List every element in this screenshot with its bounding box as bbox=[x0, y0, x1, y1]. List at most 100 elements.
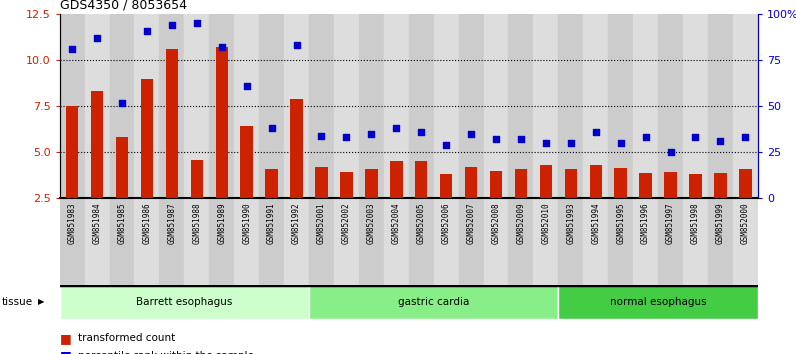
Bar bbox=[590, 165, 602, 198]
Text: GDS4350 / 8053654: GDS4350 / 8053654 bbox=[60, 0, 187, 12]
Text: GSM851989: GSM851989 bbox=[217, 202, 226, 244]
Bar bbox=[408, 14, 434, 198]
Bar bbox=[683, 198, 708, 285]
Text: GSM851984: GSM851984 bbox=[92, 202, 102, 244]
Bar bbox=[533, 198, 558, 285]
Text: GSM851992: GSM851992 bbox=[292, 202, 301, 244]
Bar bbox=[110, 198, 135, 285]
Bar bbox=[334, 14, 359, 198]
Bar bbox=[733, 14, 758, 198]
Point bbox=[115, 100, 128, 105]
Text: GSM852000: GSM852000 bbox=[741, 202, 750, 244]
Bar bbox=[733, 198, 758, 285]
Text: GSM852004: GSM852004 bbox=[392, 202, 400, 244]
Bar bbox=[135, 198, 159, 285]
Bar bbox=[234, 14, 259, 198]
Bar bbox=[159, 14, 185, 198]
Text: ■: ■ bbox=[60, 349, 72, 354]
Bar bbox=[259, 198, 284, 285]
Point bbox=[365, 131, 378, 137]
Point bbox=[490, 137, 502, 142]
Bar bbox=[658, 198, 683, 285]
Bar bbox=[291, 99, 302, 198]
Bar bbox=[708, 198, 733, 285]
Text: ■: ■ bbox=[60, 332, 72, 344]
Text: GSM851988: GSM851988 bbox=[193, 202, 201, 244]
Bar bbox=[608, 198, 633, 285]
Bar bbox=[458, 198, 483, 285]
Point bbox=[216, 45, 228, 50]
Text: GSM851990: GSM851990 bbox=[242, 202, 252, 244]
Point bbox=[564, 140, 577, 146]
Bar bbox=[84, 14, 110, 198]
Bar bbox=[639, 173, 652, 198]
Text: GSM851995: GSM851995 bbox=[616, 202, 625, 244]
Bar bbox=[458, 14, 483, 198]
Bar bbox=[309, 198, 334, 285]
Point bbox=[315, 133, 328, 138]
Point bbox=[141, 28, 154, 34]
Text: GSM851993: GSM851993 bbox=[566, 202, 576, 244]
Text: tissue: tissue bbox=[2, 297, 33, 307]
Bar bbox=[60, 198, 84, 285]
Bar bbox=[515, 169, 527, 198]
Bar bbox=[66, 106, 78, 198]
Point bbox=[340, 135, 353, 140]
Bar bbox=[583, 198, 608, 285]
Point bbox=[190, 21, 203, 26]
Bar bbox=[284, 198, 309, 285]
Bar bbox=[558, 285, 758, 319]
Bar bbox=[384, 14, 409, 198]
Text: GSM852006: GSM852006 bbox=[442, 202, 451, 244]
Bar bbox=[558, 198, 583, 285]
Bar bbox=[434, 14, 458, 198]
Point bbox=[615, 140, 627, 146]
Bar bbox=[110, 14, 135, 198]
Point bbox=[689, 135, 702, 140]
Bar bbox=[440, 174, 452, 198]
Bar bbox=[315, 167, 328, 198]
Text: GSM851997: GSM851997 bbox=[666, 202, 675, 244]
Bar bbox=[309, 14, 334, 198]
Point bbox=[465, 131, 478, 137]
Bar bbox=[135, 14, 159, 198]
Bar bbox=[190, 160, 203, 198]
Bar bbox=[615, 168, 627, 198]
Bar bbox=[216, 47, 228, 198]
Bar bbox=[91, 91, 103, 198]
Bar bbox=[483, 198, 509, 285]
Text: gastric cardia: gastric cardia bbox=[398, 297, 470, 307]
Text: GSM851985: GSM851985 bbox=[118, 202, 127, 244]
Bar bbox=[60, 285, 309, 319]
Bar bbox=[185, 14, 209, 198]
Bar bbox=[583, 14, 608, 198]
Bar bbox=[209, 14, 234, 198]
Bar bbox=[633, 14, 658, 198]
Bar bbox=[115, 137, 128, 198]
Bar bbox=[608, 14, 633, 198]
Point bbox=[265, 125, 278, 131]
Bar bbox=[84, 198, 110, 285]
Point bbox=[439, 142, 452, 148]
Text: GSM852008: GSM852008 bbox=[491, 202, 501, 244]
Point bbox=[639, 135, 652, 140]
Bar bbox=[665, 172, 677, 198]
Text: transformed count: transformed count bbox=[78, 333, 175, 343]
Bar bbox=[739, 169, 751, 198]
Bar bbox=[509, 14, 533, 198]
Bar bbox=[558, 14, 583, 198]
Bar bbox=[359, 198, 384, 285]
Bar bbox=[540, 165, 552, 198]
Bar bbox=[234, 198, 259, 285]
Bar bbox=[166, 49, 178, 198]
Bar bbox=[265, 169, 278, 198]
Text: GSM851991: GSM851991 bbox=[267, 202, 276, 244]
Bar bbox=[533, 14, 558, 198]
Text: Barrett esophagus: Barrett esophagus bbox=[136, 297, 232, 307]
Text: GSM851987: GSM851987 bbox=[167, 202, 177, 244]
Bar bbox=[284, 14, 309, 198]
Bar bbox=[384, 198, 409, 285]
Point bbox=[540, 140, 552, 146]
Bar bbox=[564, 169, 577, 198]
Point bbox=[240, 83, 253, 89]
